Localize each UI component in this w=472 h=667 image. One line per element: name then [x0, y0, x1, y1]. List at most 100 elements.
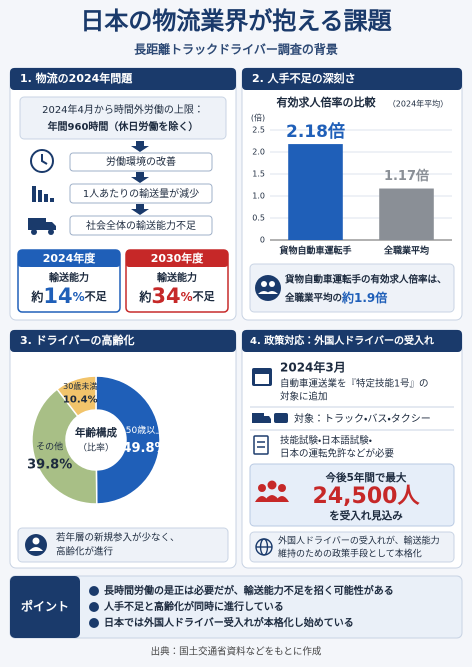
card-year: 2030年度 [151, 251, 205, 265]
y-tick-label: 2.5 [252, 126, 265, 135]
group-icon-part [267, 480, 277, 490]
flow-step: 労働環境の改善 [106, 155, 176, 168]
slice-label: その他 [36, 441, 63, 453]
flow-arrows [131, 141, 149, 215]
truck-icon-part [46, 222, 56, 230]
forecast-box [249, 463, 455, 527]
y-tick-label: 0.5 [252, 214, 265, 223]
slice-value: 10.4% [63, 395, 98, 406]
panel-frames-part [242, 68, 462, 90]
truck-icon-part [48, 229, 54, 235]
clipboard-icon [253, 435, 269, 455]
truck-icon [28, 218, 56, 235]
chart-title: 有効求人倍率の比較 [277, 95, 377, 109]
note-text: 若年層の新規参入が少なく、 [56, 532, 180, 544]
panel-frames-part [242, 330, 462, 352]
flow-arrows-part [131, 204, 149, 215]
chart-subtitle: （2024年平均） [388, 99, 448, 109]
forecast-tail: を受入れ見込み [329, 509, 403, 522]
clipboard-icon-part [253, 435, 269, 455]
card-label: 輸送能力 [49, 271, 89, 284]
card-prefix: 約 [138, 289, 151, 304]
people-icon-part [258, 291, 278, 294]
card-suffix: 不足 [193, 290, 216, 303]
card-value: 14 [43, 284, 72, 308]
slice-value: 39.8% [27, 458, 72, 473]
chart-icon-part [50, 198, 54, 202]
calendar-icon [252, 368, 272, 386]
forecast-lead: 今後5年間で最大 [325, 471, 407, 484]
flow-boxes-part [69, 183, 213, 204]
clock-icon-part [41, 154, 48, 165]
section-title: 2. 人手不足の深刻さ [252, 71, 356, 85]
globe-icon [255, 538, 273, 556]
flow-arrows-part [131, 172, 149, 183]
policy-text: 自動車運送業を『特定技能1号』の [280, 378, 429, 390]
check-icons [89, 586, 99, 628]
forecast-number: 24,500人 [313, 484, 421, 509]
policy-text: 技能試験・日本語試験・ [280, 435, 372, 447]
person-icon-part [25, 534, 47, 556]
bar [379, 188, 434, 240]
y-tick-label: 0 [260, 236, 265, 245]
truck-icon-part [28, 218, 46, 230]
section-title: 4. 政策対応：外国人ドライバーの受入れ [250, 334, 434, 347]
card-figure: 約14%不足 [30, 284, 107, 308]
people-icon [255, 275, 281, 301]
chart-icon [32, 186, 54, 202]
clipboard-icon-part [257, 441, 265, 448]
y-tick-label: 2.0 [252, 148, 265, 157]
card-year: 2024年度 [43, 251, 97, 265]
person-icon-part [29, 547, 43, 551]
vehicle-icon [252, 413, 288, 423]
policy-date: 2024年3月 [280, 360, 346, 375]
conclusion-text: 維持のための政策手段として本格化 [278, 548, 422, 560]
pie-slice [31, 388, 98, 505]
vehicle-icon-part [252, 413, 264, 423]
conclusion-text: 外国人ドライバーの受入れが、輸送能力 [278, 535, 440, 547]
people-icon-part [269, 281, 275, 287]
check-icons-part [89, 586, 99, 596]
card-label: 輸送能力 [157, 271, 197, 284]
people-icon-part [261, 281, 267, 287]
people-icon-part [255, 275, 281, 301]
group-icon-part [258, 484, 266, 492]
rule-text: 年間960時間（休日労働を除く） [48, 120, 199, 133]
result-cards [17, 249, 229, 313]
pie-slice [56, 375, 97, 418]
y-tick-label: 1.5 [252, 170, 265, 179]
y-axis-label: (倍) [251, 113, 265, 123]
point-item: 日本では外国人ドライバー受入れが本格化し始めている [104, 616, 354, 629]
policy-target: 対象：トラック・バス・タクシー [294, 412, 431, 425]
person-icon [25, 534, 47, 556]
vehicle-icon-part [264, 416, 271, 423]
value-label: 1.17倍 [384, 168, 429, 184]
result-cards-part [18, 250, 120, 267]
chart-icon-part [38, 190, 42, 202]
flow-step: 1人あたりの輸送量が減少 [83, 187, 199, 200]
group-icon [255, 480, 289, 502]
page-title: 日本の物流業界が抱える課題 [80, 7, 392, 35]
person-icon-part [32, 537, 40, 545]
center-label: （比率） [78, 442, 114, 454]
card-value: 34 [151, 284, 180, 308]
vehicle-icon-part [274, 413, 288, 423]
flow-arrows-part [131, 141, 149, 152]
page-subtitle: 長距離トラックドライバー調査の背景 [134, 42, 338, 57]
policy-text: 日本の運転免許などが必要 [280, 448, 395, 460]
chart-icon-part [44, 194, 48, 202]
slice-label: 50歳以上 [126, 424, 164, 436]
section-title: 1. 物流の2024年問題 [20, 71, 133, 85]
point-label-box [10, 576, 80, 638]
result-cards-part [126, 250, 228, 267]
rule-text: 2024年4月から時間外労働の上限： [42, 103, 204, 116]
conclusion-box [249, 531, 455, 563]
value-label: 2.18倍 [286, 121, 345, 142]
policy-text: 対象に追加 [280, 391, 328, 403]
chart-icon-part [32, 186, 36, 202]
card-prefix: 約 [30, 289, 43, 304]
note-text: 貨物自動車運転手の有効求人倍率は、 [284, 274, 447, 286]
note-text: 高齢化が進行 [56, 546, 114, 558]
slice-value: 49.8% [122, 441, 167, 456]
